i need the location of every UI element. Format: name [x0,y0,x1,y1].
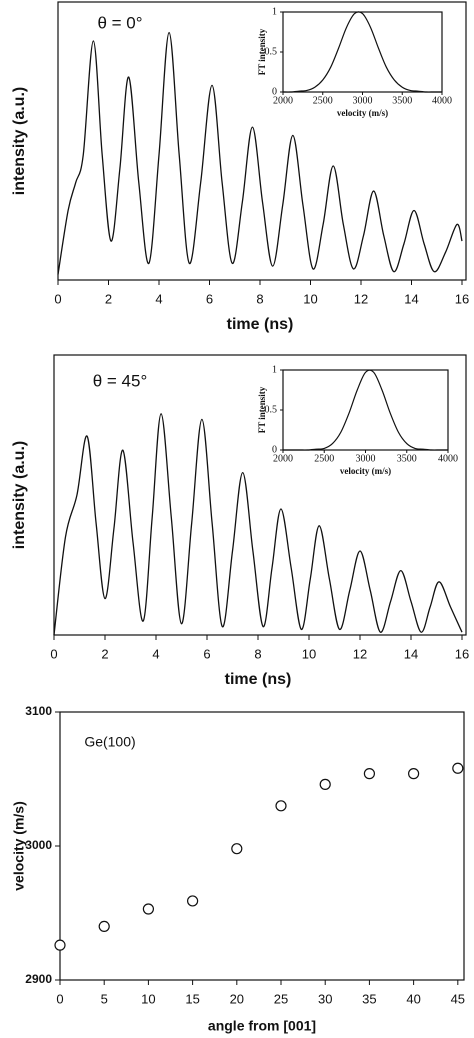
plot-frame [282,369,449,451]
y-tick-label: 3100 [25,704,52,718]
x-tick-label: 0 [56,991,63,1006]
data-point [319,778,331,790]
x-tick-label: 20 [230,991,244,1006]
x-tick-label: 3500 [392,95,412,106]
annotation: θ = 0° [97,13,142,32]
x-tick-label: 6 [206,291,213,306]
x-tick-label: 3000 [353,95,373,106]
x-tick-label: 4 [152,646,159,661]
data-point [187,895,199,907]
plot-frame [282,11,443,93]
x-tick-label: 16 [455,291,469,306]
y-tick-label: 0.5 [265,46,278,57]
x-tick-label: 16 [455,646,469,661]
y-axis-label: intensity (a.u.) [11,441,28,549]
y-axis-label: FT intensity [257,28,267,75]
x-tick-label: 2 [105,291,112,306]
data-point [54,939,66,951]
y-tick-label: 1 [272,6,277,17]
x-axis-label: time (ns) [227,316,294,333]
x-tick-label: 14 [404,646,418,661]
x-tick-label: 12 [353,646,367,661]
annotation: Ge(100) [84,734,135,750]
x-axis-label: velocity (m/s) [337,108,388,118]
data-point [408,768,420,780]
x-tick-label: 0 [54,291,61,306]
y-tick-label: 3000 [25,838,52,852]
x-tick-label: 2500 [313,95,333,106]
y-tick-label: 0 [272,444,277,455]
data-line [282,11,442,93]
x-tick-label: 6 [203,646,210,661]
data-line [282,369,448,451]
data-point [452,762,464,774]
x-tick-label: 40 [406,991,420,1006]
data-point [363,768,376,780]
x-tick-label: 2500 [314,453,334,464]
x-axis-label: velocity (m/s) [340,466,391,476]
x-tick-label: 10 [303,291,317,306]
y-tick-label: 0.5 [265,404,278,415]
data-point [142,903,155,915]
y-tick-label: 0 [272,86,277,97]
x-tick-label: 8 [256,291,263,306]
data-line [53,413,463,636]
x-tick-label: 4000 [438,453,458,464]
x-tick-label: 4000 [432,95,452,106]
plot-frame [53,354,467,636]
x-tick-label: 30 [318,991,332,1006]
x-tick-label: 10 [141,991,155,1006]
x-tick-label: 8 [254,646,261,661]
x-tick-label: 25 [274,991,288,1006]
y-tick-label: 1 [272,364,277,375]
data-point [98,920,110,933]
x-tick-label: 0 [50,646,57,661]
plot-frame [59,711,465,981]
x-tick-label: 2 [101,646,108,661]
y-axis-label: FT intensity [257,386,267,433]
data-point [275,800,287,812]
x-tick-label: 2000 [273,453,293,464]
x-tick-label: 10 [302,646,316,661]
x-tick-label: 3500 [397,453,417,464]
plot-frame [57,1,467,281]
x-tick-label: 3000 [356,453,376,464]
x-tick-label: 4 [155,291,162,306]
x-tick-label: 45 [451,991,465,1006]
x-tick-label: 14 [404,291,418,306]
x-tick-label: 15 [185,991,199,1006]
y-axis-label: velocity (m/s) [11,801,27,890]
y-axis-label: intensity (a.u.) [11,87,28,195]
x-axis-label: time (ns) [225,671,292,688]
y-tick-label: 2900 [25,972,52,986]
x-tick-label: 2000 [273,95,293,106]
data-point [231,843,243,855]
x-tick-label: 5 [101,991,108,1006]
x-tick-label: 12 [354,291,368,306]
annotation: θ = 45° [93,371,148,390]
x-tick-label: 35 [362,991,376,1006]
data-line [57,31,463,275]
x-axis-label: angle from [001] [208,1018,316,1034]
